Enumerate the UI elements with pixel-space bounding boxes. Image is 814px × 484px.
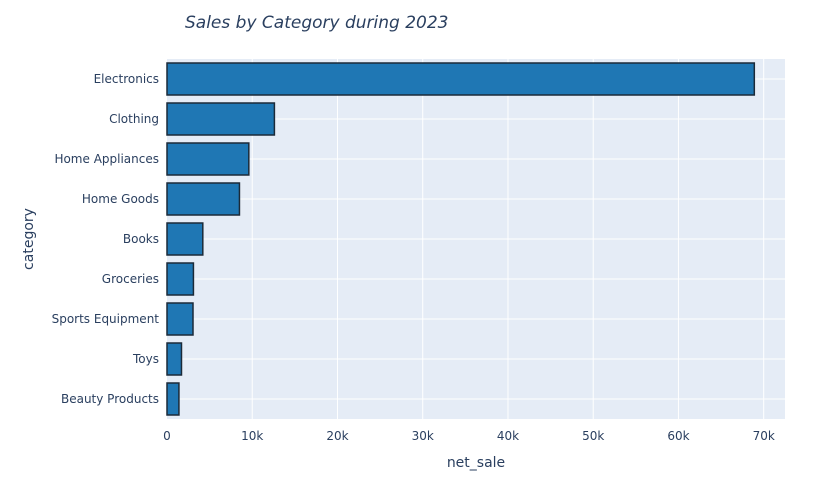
y-tick-label: Beauty Products (61, 392, 159, 406)
bar-beauty-products[interactable] (166, 382, 180, 416)
y-axis-title: category (21, 208, 37, 270)
bar-clothing[interactable] (166, 102, 276, 136)
bar-toys[interactable] (166, 342, 183, 376)
x-tick-label: 50k (582, 429, 604, 443)
bars (166, 62, 756, 416)
y-tick-label: Toys (132, 352, 159, 366)
x-axis-title: net_sale (447, 455, 505, 471)
x-tick-label: 30k (412, 429, 434, 443)
y-tick-label: Home Goods (82, 192, 159, 206)
y-tick-label: Sports Equipment (52, 312, 160, 326)
x-tick-label: 60k (667, 429, 689, 443)
bar-home-goods[interactable] (166, 182, 241, 216)
y-tick-label: Books (123, 232, 159, 246)
x-tick-label: 10k (241, 429, 263, 443)
y-tick-label: Groceries (102, 272, 159, 286)
y-axis-tick-labels: Electronics Clothing Home Appliances Home G… (52, 72, 160, 406)
chart-title: Sales by Category during 2023 (185, 13, 448, 33)
x-tick-label: 70k (753, 429, 775, 443)
y-tick-label: Electronics (94, 72, 159, 86)
x-tick-label: 20k (326, 429, 348, 443)
x-tick-label: 40k (497, 429, 519, 443)
x-axis-tick-labels: 0 10k 20k 30k 40k 50k 60k 70k (163, 429, 775, 443)
bar-electronics[interactable] (166, 62, 756, 96)
bar-books[interactable] (166, 222, 204, 256)
y-tick-label: Home Appliances (54, 152, 159, 166)
y-tick-label: Clothing (109, 112, 159, 126)
bar-home-appliances[interactable] (166, 142, 250, 176)
x-tick-label: 0 (163, 429, 171, 443)
bar-groceries[interactable] (166, 262, 195, 296)
bar-sports-equipment[interactable] (166, 302, 194, 336)
